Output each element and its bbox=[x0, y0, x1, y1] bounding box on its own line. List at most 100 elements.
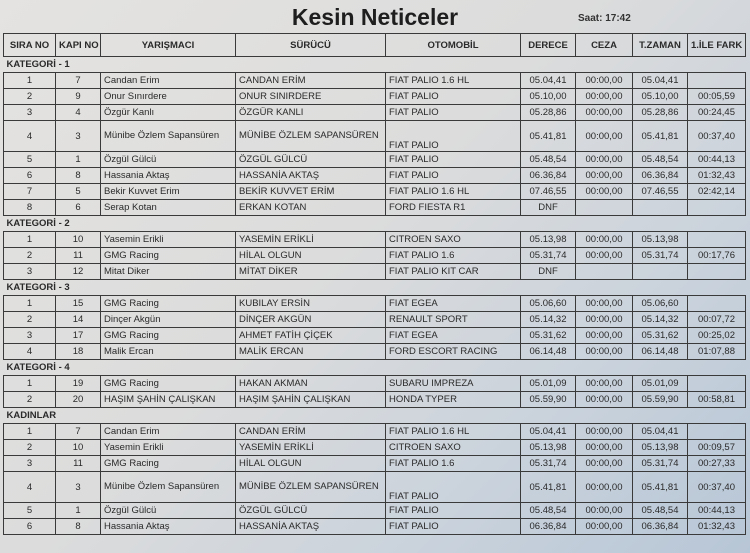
cell-otomobil: HONDA TYPER bbox=[385, 391, 521, 408]
cell-kapi-no: 11 bbox=[55, 247, 101, 264]
cell-t-zaman: 05.48,54 bbox=[632, 502, 688, 519]
cell-t-zaman: 05.48,54 bbox=[632, 151, 688, 168]
table-row: 3 12 Mitat Diker MİTAT DİKER FIAT PALIO KIT … bbox=[3, 263, 746, 280]
cell-t-zaman: 05.31,62 bbox=[632, 327, 688, 344]
cell-t-zaman: 05.41,81 bbox=[632, 120, 688, 152]
table-row: 6 8 Hassania Aktaş HASSANİA AKTAŞ FIAT PALIO… bbox=[3, 167, 746, 184]
section-header-row: KATEGORİ - 4 bbox=[3, 359, 746, 376]
section-title: KATEGORİ - 1 bbox=[3, 56, 746, 73]
cell-yarismaci: Malik Ercan bbox=[100, 343, 236, 360]
cell-ceza: 00:00,00 bbox=[575, 455, 633, 472]
cell-yarismaci: GMG Racing bbox=[100, 247, 236, 264]
cell-kapi-no: 3 bbox=[55, 471, 101, 503]
table-row: 1 10 Yasemin Erikli YASEMİN ERİKLİ CITROEN S… bbox=[3, 231, 746, 248]
cell-sira-no: 3 bbox=[3, 104, 56, 121]
cell-ceza bbox=[575, 263, 633, 280]
cell-otomobil: FORD ESCORT RACING bbox=[385, 343, 521, 360]
cell-surucu: HASSANİA AKTAŞ bbox=[235, 167, 386, 184]
cell-t-zaman: 05.10,00 bbox=[632, 88, 688, 105]
cell-otomobil: CITROEN SAXO bbox=[385, 439, 521, 456]
cell-derece: 05.31,62 bbox=[520, 327, 576, 344]
cell-kapi-no: 12 bbox=[55, 263, 101, 280]
cell-surucu: HAKAN AKMAN bbox=[235, 375, 386, 392]
cell-kapi-no: 17 bbox=[55, 327, 101, 344]
cell-ceza: 00:00,00 bbox=[575, 439, 633, 456]
table-row: 7 5 Bekir Kuvvet Erim BEKİR KUVVET ERİM FIAT… bbox=[3, 183, 746, 200]
cell-surucu: YASEMİN ERİKLİ bbox=[235, 231, 386, 248]
cell-ile-fark: 00:25,02 bbox=[687, 327, 746, 344]
cell-yarismaci: Münibe Özlem Sapansüren bbox=[100, 120, 236, 152]
table-row: 2 20 HAŞIM ŞAHİN ÇALIŞKAN HAŞIM ŞAHİN ÇALIŞ… bbox=[3, 391, 746, 408]
section-title: KATEGORİ - 2 bbox=[3, 215, 746, 232]
cell-otomobil: FIAT PALIO bbox=[385, 88, 521, 105]
cell-yarismaci: Özgül Gülcü bbox=[100, 502, 236, 519]
cell-ceza: 00:00,00 bbox=[575, 231, 633, 248]
cell-otomobil: FIAT PALIO 1.6 bbox=[385, 247, 521, 264]
cell-ile-fark: 00:17,76 bbox=[687, 247, 746, 264]
cell-ile-fark: 01:32,43 bbox=[687, 518, 746, 535]
cell-sira-no: 5 bbox=[3, 151, 56, 168]
cell-kapi-no: 10 bbox=[55, 231, 101, 248]
cell-ceza: 00:00,00 bbox=[575, 391, 633, 408]
cell-ile-fark bbox=[687, 375, 746, 392]
cell-sira-no: 2 bbox=[3, 247, 56, 264]
cell-ceza: 00:00,00 bbox=[575, 72, 633, 89]
cell-ceza bbox=[575, 199, 633, 216]
cell-derece: 05.31,74 bbox=[520, 247, 576, 264]
cell-ile-fark bbox=[687, 263, 746, 280]
cell-otomobil: FIAT PALIO 1.6 HL bbox=[385, 72, 521, 89]
cell-surucu: HAŞIM ŞAHİN ÇALIŞKAN bbox=[235, 391, 386, 408]
cell-ceza: 00:00,00 bbox=[575, 247, 633, 264]
cell-t-zaman: 05.41,81 bbox=[632, 471, 688, 503]
cell-surucu: BEKİR KUVVET ERİM bbox=[235, 183, 386, 200]
cell-ceza: 00:00,00 bbox=[575, 343, 633, 360]
col-kapi-no: KAPI NO bbox=[55, 33, 101, 57]
cell-surucu: MÜNİBE ÖZLEM SAPANSÜREN bbox=[235, 120, 386, 152]
cell-otomobil: FIAT PALIO 1.6 HL bbox=[385, 183, 521, 200]
cell-otomobil: FIAT PALIO 1.6 bbox=[385, 455, 521, 472]
cell-ile-fark: 00:58,81 bbox=[687, 391, 746, 408]
cell-ile-fark: 00:05,59 bbox=[687, 88, 746, 105]
cell-t-zaman: 05.28,86 bbox=[632, 104, 688, 121]
cell-ceza: 00:00,00 bbox=[575, 327, 633, 344]
cell-yarismaci: GMG Racing bbox=[100, 375, 236, 392]
table-row: 4 18 Malik Ercan MALİK ERCAN FORD ESCORT RAC… bbox=[3, 343, 746, 360]
cell-sira-no: 2 bbox=[3, 391, 56, 408]
cell-ceza: 00:00,00 bbox=[575, 471, 633, 503]
section-title: KADINLAR bbox=[3, 407, 746, 424]
cell-kapi-no: 6 bbox=[55, 199, 101, 216]
cell-ceza: 00:00,00 bbox=[575, 423, 633, 440]
cell-ile-fark bbox=[687, 423, 746, 440]
cell-derece: 05.06,60 bbox=[520, 295, 576, 312]
page-title: Kesin Neticeler bbox=[291, 4, 459, 30]
cell-ile-fark bbox=[687, 72, 746, 89]
cell-sira-no: 1 bbox=[3, 295, 56, 312]
cell-sira-no: 1 bbox=[3, 423, 56, 440]
cell-kapi-no: 8 bbox=[55, 518, 101, 535]
cell-yarismaci: Bekir Kuvvet Erim bbox=[100, 183, 236, 200]
cell-ceza: 00:00,00 bbox=[575, 295, 633, 312]
cell-t-zaman: 05.31,74 bbox=[632, 247, 688, 264]
cell-yarismaci: Serap Kotan bbox=[100, 199, 236, 216]
cell-surucu: MİTAT DİKER bbox=[235, 263, 386, 280]
cell-kapi-no: 3 bbox=[55, 120, 101, 152]
cell-surucu: HİLAL OLGUN bbox=[235, 247, 386, 264]
col-ile-fark: 1.İLE FARK bbox=[687, 33, 746, 57]
cell-sira-no: 3 bbox=[3, 327, 56, 344]
cell-t-zaman: 05.04,41 bbox=[632, 72, 688, 89]
cell-surucu: MALİK ERCAN bbox=[235, 343, 386, 360]
cell-yarismaci: Dinçer Akgün bbox=[100, 311, 236, 328]
cell-derece: 05.48,54 bbox=[520, 502, 576, 519]
cell-sira-no: 5 bbox=[3, 502, 56, 519]
cell-derece: 05.14,32 bbox=[520, 311, 576, 328]
table-row: 3 11 GMG Racing HİLAL OLGUN FIAT PALIO 1.6 05… bbox=[3, 455, 746, 472]
section-header-row: KADINLAR bbox=[3, 407, 746, 424]
table-row: 4 3 Münibe Özlem Sapansüren MÜNİBE ÖZLEM SA… bbox=[3, 471, 746, 503]
cell-kapi-no: 11 bbox=[55, 455, 101, 472]
table-row: 2 10 Yasemin Erikli YASEMİN ERİKLİ CITROEN S… bbox=[3, 439, 746, 456]
cell-sira-no: 1 bbox=[3, 231, 56, 248]
cell-derece: 05.59,90 bbox=[520, 391, 576, 408]
cell-otomobil: FIAT PALIO 1.6 HL bbox=[385, 423, 521, 440]
cell-ile-fark: 00:24,45 bbox=[687, 104, 746, 121]
cell-otomobil: FIAT PALIO KIT CAR bbox=[385, 263, 521, 280]
